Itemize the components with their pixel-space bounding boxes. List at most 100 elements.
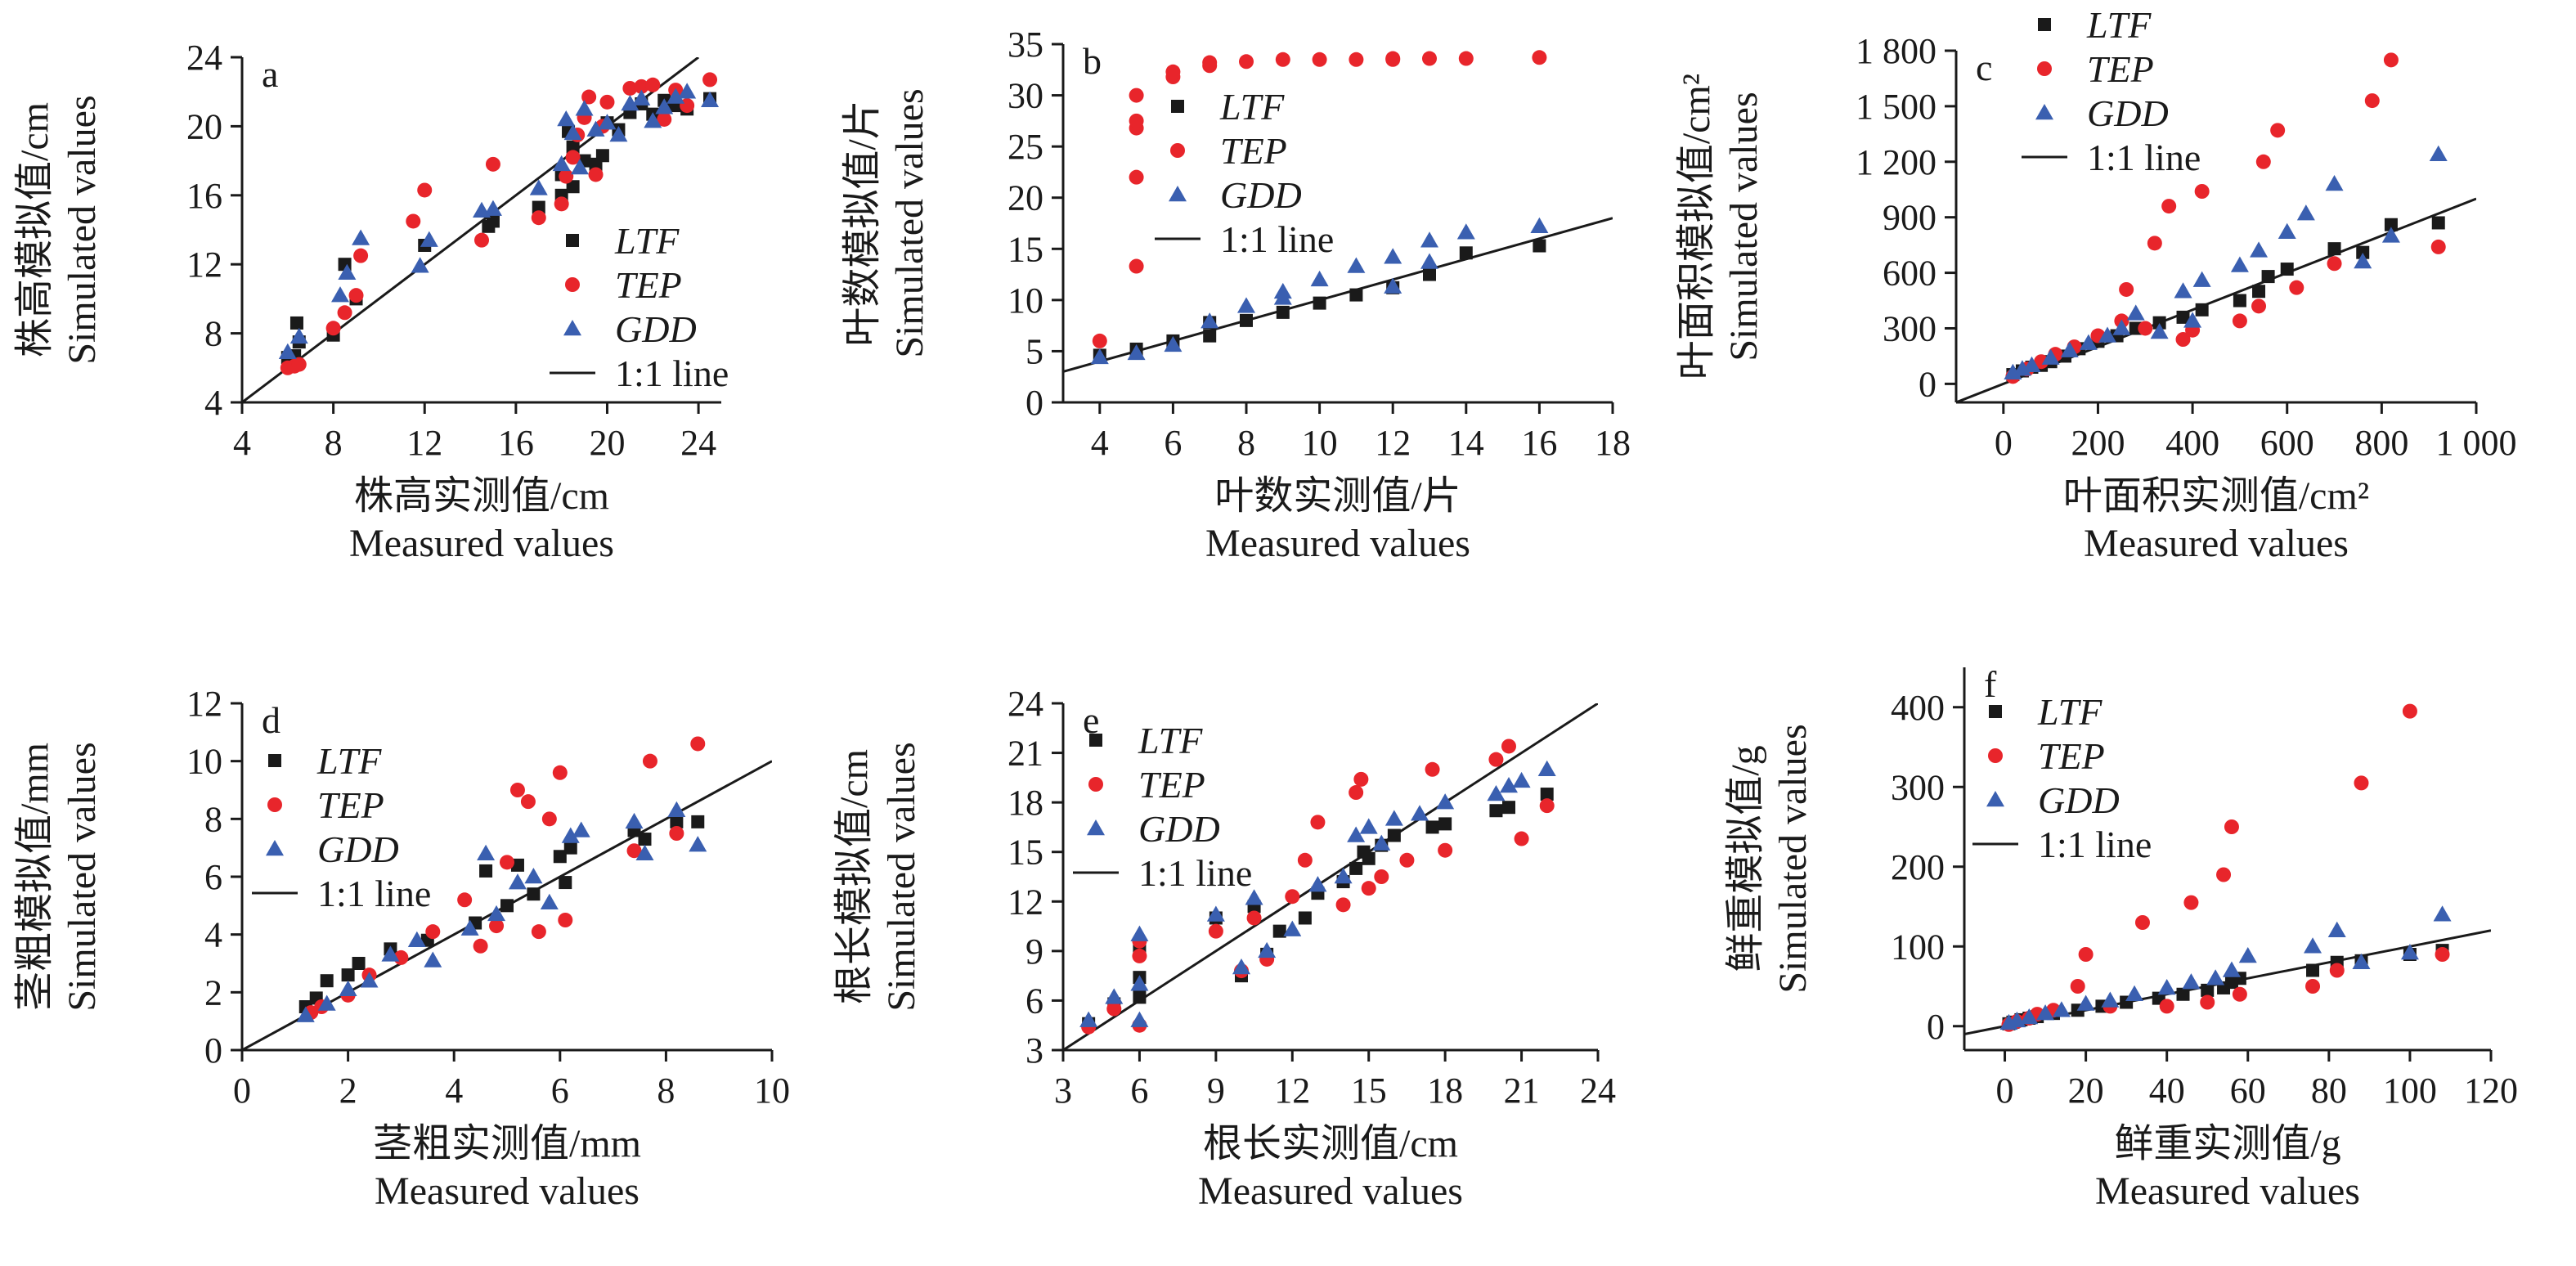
- gdd-point: [420, 231, 438, 247]
- tep-point: [348, 288, 364, 303]
- gdd-point: [338, 263, 357, 280]
- gdd-point: [2400, 944, 2419, 960]
- x-tick-label: 18: [1427, 1071, 1463, 1111]
- legend-marker-gdd: [266, 840, 284, 856]
- x-tick-label: 800: [2354, 423, 2408, 463]
- tep-point: [1310, 815, 1326, 830]
- points: [296, 736, 707, 1022]
- x-tick-label: 4: [233, 423, 251, 463]
- tep-point: [2327, 256, 2342, 272]
- y-tick-label: 3: [1025, 1030, 1043, 1071]
- tep-point: [1132, 948, 1147, 963]
- gdd-point: [1384, 810, 1403, 826]
- tep-point: [1202, 55, 1218, 70]
- tep-point: [2134, 915, 2150, 930]
- ltf-point: [1459, 246, 1473, 260]
- tep-point: [2147, 236, 2162, 251]
- tep-point: [1335, 897, 1351, 913]
- tep-point: [2159, 999, 2174, 1014]
- legend-label-ltf: LTF: [1138, 720, 1203, 761]
- tep-point: [489, 918, 505, 934]
- y-axis-label-cn: 叶数模拟值/片: [841, 100, 884, 346]
- x-axis-label-en: Measured values: [2084, 522, 2349, 565]
- ltf-point: [2356, 245, 2370, 259]
- y-axis-label-en: Simulated values: [880, 742, 923, 1011]
- x-tick-label: 6: [1164, 423, 1182, 463]
- x-tick-label: 24: [1580, 1071, 1616, 1111]
- tep-point: [2251, 299, 2267, 314]
- tep-point: [1532, 50, 1547, 65]
- gdd-point: [561, 827, 580, 843]
- x-axis-label-cn: 叶面积实测值/cm²: [2063, 474, 2369, 518]
- legend-marker-ltf: [566, 234, 579, 247]
- ltf-point: [320, 974, 334, 988]
- tep-point: [1425, 761, 1440, 777]
- gdd-point: [317, 994, 336, 1011]
- legend-marker-tep: [565, 277, 580, 292]
- gdd-point: [1310, 270, 1329, 287]
- tep-point: [531, 210, 546, 226]
- tep-point: [1488, 752, 1504, 767]
- gdd-point: [655, 98, 674, 114]
- legend-marker-gdd: [1087, 819, 1105, 836]
- y-tick-label: 12: [186, 245, 222, 285]
- gdd-point: [1079, 1011, 1098, 1027]
- y-tick-label: 18: [1008, 783, 1043, 823]
- ltf-point: [1240, 313, 1253, 327]
- gdd-point: [2222, 961, 2241, 977]
- y-tick-label: 6: [1025, 981, 1043, 1021]
- x-tick-label: 0: [1995, 423, 2013, 463]
- gdd-point: [411, 257, 429, 273]
- points: [2004, 52, 2448, 384]
- gdd-point: [2304, 937, 2322, 954]
- x-tick-label: 120: [2464, 1071, 2518, 1111]
- tep-point: [531, 924, 546, 940]
- x-tick-label: 2: [339, 1071, 357, 1111]
- legend-marker-gdd: [563, 320, 581, 336]
- tep-point: [406, 213, 421, 229]
- ltf-point: [2152, 316, 2166, 330]
- gdd-point: [529, 179, 548, 195]
- tep-point: [1349, 52, 1364, 67]
- ltf-point: [1387, 828, 1401, 842]
- x-tick-label: 4: [1091, 423, 1109, 463]
- ltf-point: [2176, 987, 2190, 1001]
- x-tick-label: 24: [680, 423, 716, 463]
- y-tick-label: 20: [186, 106, 222, 146]
- y-tick-label: 0: [1927, 1007, 1945, 1047]
- legend-marker-tep: [1988, 748, 2003, 763]
- gdd-point: [1436, 793, 1455, 810]
- tep-point: [2402, 703, 2417, 719]
- tep-point: [558, 913, 573, 927]
- legend-marker-ltf: [1089, 734, 1102, 747]
- gdd-point: [381, 945, 400, 962]
- y-tick-label: 20: [1008, 178, 1043, 218]
- ltf-point: [1423, 267, 1436, 281]
- x-tick-label: 21: [1504, 1071, 1540, 1111]
- x-axis-label-cn: 株高实测值/cm: [354, 474, 609, 518]
- y-axis-label-cn: 鲜重模拟值/g: [1724, 745, 1767, 972]
- y-tick-label: 12: [186, 684, 222, 724]
- tep-point: [2138, 321, 2153, 336]
- gdd-point: [2125, 985, 2144, 1001]
- ltf-point: [1533, 239, 1546, 253]
- y-tick-label: 4: [204, 915, 222, 955]
- ltf-point: [1438, 817, 1452, 831]
- panel-e: 3 6 9 12 15 18 21 24 3 6 9 12 15 18 21 24 e 根长实测值/cmMeasu…: [832, 684, 1616, 1213]
- tep-point: [520, 794, 536, 810]
- gdd-point: [1456, 223, 1475, 240]
- y-tick-label: 24: [186, 38, 222, 78]
- gdd-point: [1420, 253, 1438, 269]
- tep-point: [1312, 52, 1327, 67]
- tep-point: [325, 321, 341, 336]
- legend-label-ltf: LTF: [316, 740, 382, 782]
- x-tick-label: 20: [2068, 1071, 2104, 1111]
- gdd-point: [1347, 257, 1366, 273]
- gdd-point: [296, 1006, 315, 1022]
- tep-point: [1092, 333, 1107, 348]
- tep-point: [1239, 54, 1254, 70]
- tep-point: [1129, 113, 1144, 128]
- x-tick-label: 9: [1207, 1071, 1225, 1111]
- legend-marker-tep: [1088, 777, 1103, 792]
- x-axis-label-en: Measured values: [2095, 1169, 2360, 1213]
